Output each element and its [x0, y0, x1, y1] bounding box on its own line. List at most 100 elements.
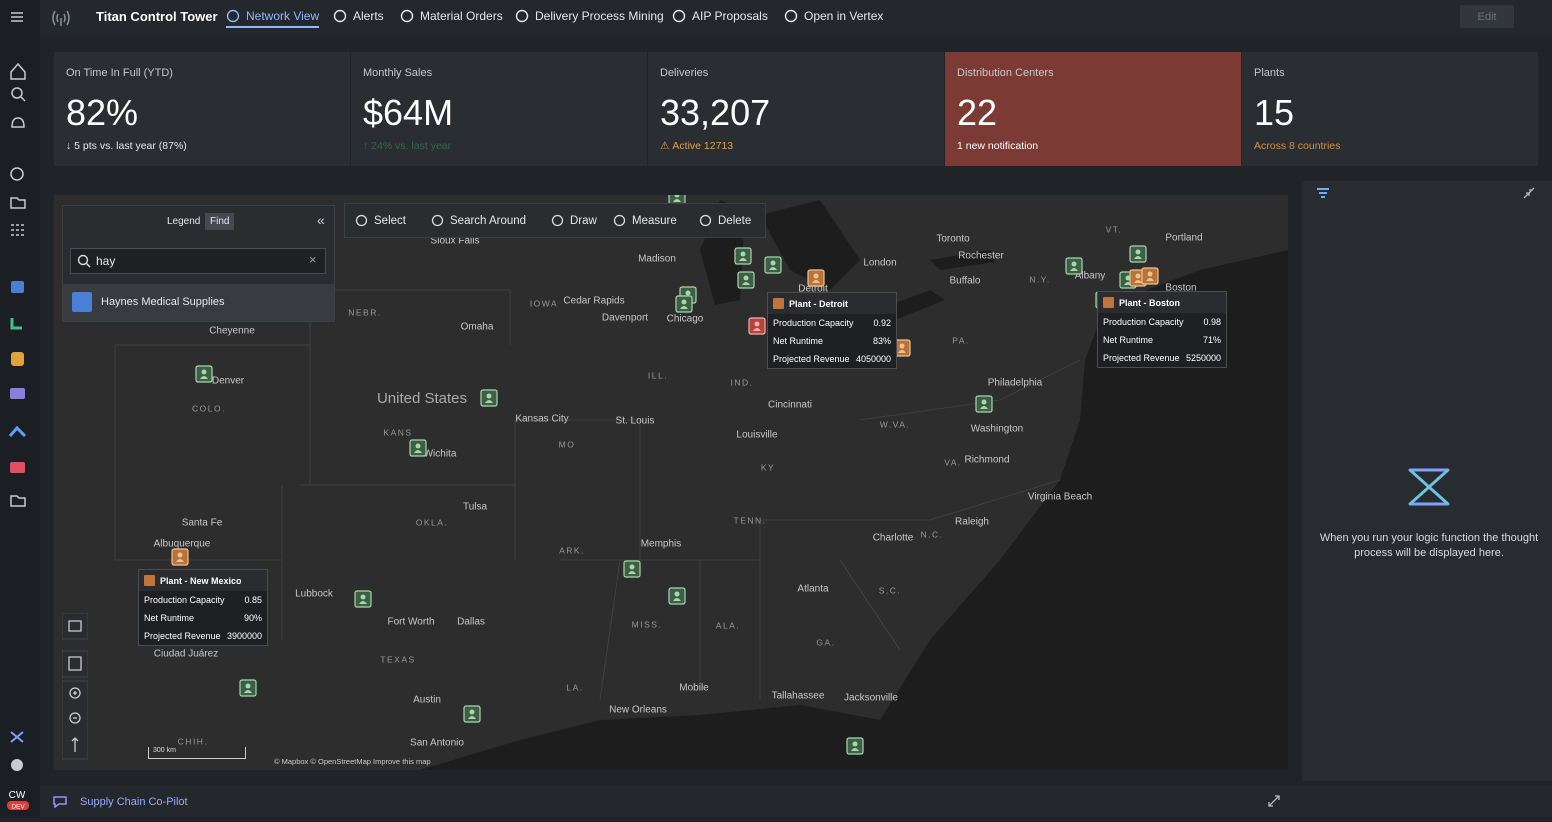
popup-row: Projected Revenue 3900000 [139, 627, 267, 645]
popup-row: Production Capacity 0.92 [768, 314, 896, 332]
plant-marker[interactable] [171, 548, 189, 566]
nav-tab[interactable]: Network View [226, 9, 320, 28]
clear-button[interactable]: × [309, 252, 317, 267]
distribution-marker[interactable] [675, 295, 693, 313]
marker-glyph [769, 267, 777, 270]
state-label: LA. [566, 682, 583, 692]
popup-row-value: 4050000 [855, 354, 891, 364]
tab-icon-shape [400, 9, 414, 23]
map-control-icons [61, 612, 89, 760]
distribution-marker[interactable] [668, 587, 686, 605]
marker-glyph [851, 748, 859, 751]
legend-panel: Legend Find « hay × Haynes Medical Suppl… [62, 205, 335, 322]
tab-icon-shape [226, 9, 240, 23]
city-label: Boston [1165, 283, 1196, 294]
map-toolbar: Select Search Around Draw Measure Delete [344, 203, 766, 238]
expand-icon[interactable] [1267, 794, 1281, 808]
tab-label: Network View [246, 9, 320, 23]
marker-glyph [1125, 275, 1131, 281]
nav-tab[interactable]: Material Orders [400, 9, 503, 23]
search-result[interactable]: Haynes Medical Supplies [63, 284, 334, 321]
toolbar-icon [355, 214, 368, 227]
collapse-button[interactable]: « [317, 212, 325, 228]
plant-marker[interactable] [807, 269, 825, 287]
plant-popup: Plant - Detroit Production Capacity 0.92 Ne… [767, 292, 897, 369]
toolbar-label: Measure [632, 214, 677, 227]
tab-icon-shape [333, 9, 347, 23]
city-label: Cheyenne [209, 326, 255, 337]
alert-marker[interactable] [748, 317, 766, 335]
distribution-marker[interactable] [1129, 245, 1147, 263]
copilot-label[interactable]: Supply Chain Co-Pilot [80, 796, 188, 808]
popup-row: Production Capacity 0.85 [139, 591, 267, 609]
plant-marker[interactable] [1141, 267, 1159, 285]
popup-title-text: Plant - Boston [1119, 297, 1180, 308]
marker-glyph [743, 275, 749, 281]
toolbar-button[interactable]: Search Around [431, 204, 526, 237]
popup-row: Net Runtime 90% [139, 609, 267, 627]
toolbar-button[interactable]: Delete [699, 204, 751, 237]
marker-glyph [415, 443, 421, 449]
distribution-marker[interactable] [1065, 257, 1083, 275]
nav-tab[interactable]: Alerts [333, 9, 384, 23]
distribution-marker[interactable] [409, 439, 427, 457]
minimize-icon[interactable] [1522, 186, 1536, 200]
distribution-marker[interactable] [623, 560, 641, 578]
state-label: COLO. [192, 403, 226, 413]
popup-title-text: Plant - Detroit [789, 298, 849, 309]
toolbar-button[interactable]: Measure [613, 204, 677, 237]
toolbar-icon-shape [355, 214, 368, 227]
toolbar-label: Delete [718, 214, 752, 227]
tab-icon [333, 9, 347, 23]
popup-row-label: Projected Revenue [1103, 353, 1180, 363]
distribution-marker[interactable] [764, 256, 782, 274]
toolbar-icon-shape [431, 214, 444, 227]
plant-marker[interactable] [893, 339, 911, 357]
top-bar: Titan Control Tower Edit Network View Ale… [40, 0, 1552, 36]
state-label: GA. [816, 637, 835, 647]
legend-tab[interactable]: Legend [167, 216, 201, 227]
city-label: Rochester [958, 251, 1004, 262]
nav-tab[interactable]: Delivery Process Mining [515, 9, 664, 23]
gulf [420, 705, 880, 770]
popup-row-value: 3900000 [226, 631, 262, 641]
popup-icon [773, 298, 784, 309]
city-label: Atlanta [797, 584, 829, 595]
kpi-label: Monthly Sales [363, 67, 433, 79]
nav-tab[interactable]: Open in Vertex [784, 9, 883, 23]
city-label: Detroit [798, 284, 828, 295]
tab-icon-shape [784, 9, 798, 23]
distribution-marker[interactable] [354, 590, 372, 608]
map[interactable]: Sioux Falls Madison Toronto Rochester Portla… [54, 195, 1288, 770]
distribution-marker[interactable] [975, 395, 993, 413]
distribution-marker[interactable] [195, 365, 213, 383]
toolbar-button[interactable]: Select [355, 204, 406, 237]
distribution-marker[interactable] [480, 389, 498, 407]
distribution-marker[interactable] [239, 679, 257, 697]
nav-tab[interactable]: AIP Proposals [672, 9, 768, 23]
popup-title: Plant - New Mexico [139, 570, 267, 591]
find-tab[interactable]: Find [205, 213, 235, 230]
kpi-card: Monthly Sales $64M ↑ 24% vs. last year [351, 52, 647, 166]
distribution-marker[interactable] [734, 247, 752, 265]
marker-glyph [980, 406, 988, 409]
toolbar-button[interactable]: Draw [551, 204, 597, 237]
marker-glyph [245, 683, 251, 689]
city-label: St. Louis [616, 416, 655, 427]
ocean [880, 250, 1288, 770]
city-label: Santa Fe [182, 518, 223, 529]
plant-popup: Plant - New Mexico Production Capacity 0.8… [138, 569, 268, 646]
distribution-marker[interactable] [737, 271, 755, 289]
distribution-marker[interactable] [463, 705, 481, 723]
filter-icon[interactable] [1316, 186, 1330, 200]
kpi-value: 22 [957, 92, 998, 133]
marker-glyph [1134, 280, 1142, 283]
edit-button[interactable]: Edit [1460, 5, 1514, 28]
marker-glyph [770, 260, 776, 266]
city-label: San Antonio [410, 738, 464, 749]
search-box[interactable]: hay × [70, 248, 326, 274]
distribution-marker[interactable] [846, 737, 864, 755]
marker-glyph [852, 741, 858, 747]
city-label: Tulsa [463, 502, 488, 513]
state-label: MO [559, 439, 576, 449]
